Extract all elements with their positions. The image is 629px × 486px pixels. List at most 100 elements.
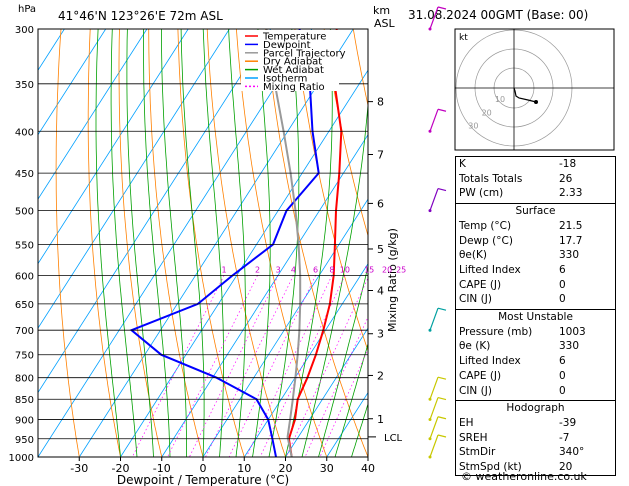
index-row: StmSpd (kt) 20 bbox=[456, 460, 615, 475]
wind-barb-flag bbox=[437, 307, 447, 311]
index-label: CAPE (J) bbox=[459, 369, 502, 382]
isotherm-line bbox=[38, 29, 313, 457]
wet-adiabat-line bbox=[334, 342, 368, 457]
pressure-tick-label: 850 bbox=[15, 395, 34, 406]
dry-adiabat-line bbox=[616, 29, 629, 457]
index-value: 340° bbox=[559, 446, 585, 459]
hodograph-section: Hodograph EH -39 SREH -7 StmDir 340° StmSpd (kt… bbox=[456, 400, 615, 475]
wind-barb-base bbox=[428, 129, 432, 133]
plot-background bbox=[38, 29, 368, 457]
km-tick-label: 1 bbox=[377, 413, 384, 426]
hodograph-ring-label: 20 bbox=[482, 108, 492, 117]
index-value: 0 bbox=[559, 293, 566, 306]
index-label: Totals Totals bbox=[459, 172, 523, 185]
index-label: CIN (J) bbox=[459, 384, 492, 397]
x-tick-label: -30 bbox=[70, 462, 88, 475]
wind-barb-base bbox=[428, 27, 432, 31]
wind-barb-base bbox=[428, 397, 432, 401]
most-unstable-section: Most Unstable Pressure (mb) 1003 θe (K) 330 L… bbox=[456, 309, 615, 398]
wind-barb bbox=[429, 416, 439, 439]
index-label: CIN (J) bbox=[459, 293, 492, 306]
index-row: Dewp (°C) 17.7 bbox=[456, 234, 615, 249]
x-tick-label: 20 bbox=[279, 462, 293, 475]
index-value: 21.5 bbox=[559, 219, 583, 232]
isotherm-line bbox=[38, 29, 189, 265]
dry-adiabat-line bbox=[323, 29, 368, 238]
index-row: Lifted Index 6 bbox=[456, 354, 615, 369]
mixing-ratio-label: 25 bbox=[396, 265, 406, 274]
index-row: StmDir 340° bbox=[456, 445, 615, 460]
pressure-tick-label: 450 bbox=[15, 169, 34, 180]
wind-barb-base bbox=[428, 328, 432, 332]
x-tick-label: 0 bbox=[200, 462, 207, 475]
wind-barb bbox=[429, 377, 439, 400]
pressure-tick-label: 600 bbox=[15, 271, 34, 282]
asl-label: ASL bbox=[374, 17, 396, 30]
km-tick-label: 7 bbox=[377, 148, 384, 161]
x-tick-label: 30 bbox=[320, 462, 334, 475]
index-label: StmSpd (kt) bbox=[459, 461, 522, 474]
mixing-ratio-label: 8 bbox=[329, 265, 334, 274]
legend-entry: Mixing Ratio bbox=[263, 82, 325, 93]
indices-table: K -18 Totals Totals 26 PW (cm) 2.33 Surface Tem… bbox=[455, 156, 616, 476]
mixing-ratio-label: 1 bbox=[222, 265, 227, 274]
wind-barb bbox=[429, 397, 439, 420]
index-row: CAPE (J) 0 bbox=[456, 278, 615, 293]
index-row: EH -39 bbox=[456, 416, 615, 431]
mixing-ratio-label: 3 bbox=[276, 265, 281, 274]
index-value: 26 bbox=[559, 172, 573, 185]
index-row: Pressure (mb) 1003 bbox=[456, 325, 615, 340]
index-value: 330 bbox=[559, 249, 580, 262]
pressure-tick-label: 500 bbox=[15, 207, 34, 218]
index-label: θe (K) bbox=[459, 340, 491, 353]
index-label: Lifted Index bbox=[459, 263, 521, 276]
index-value: 0 bbox=[559, 384, 566, 397]
index-label: StmDir bbox=[459, 446, 496, 459]
index-row: CAPE (J) 0 bbox=[456, 369, 615, 384]
lcl-label: LCL bbox=[384, 433, 403, 444]
wind-barb bbox=[429, 308, 439, 331]
wind-barb-base bbox=[428, 209, 432, 213]
index-row: Temp (°C) 21.5 bbox=[456, 219, 615, 234]
index-value: -18 bbox=[559, 158, 577, 170]
index-row: θe(K) 330 bbox=[456, 248, 615, 263]
x-tick-label: -10 bbox=[153, 462, 171, 475]
index-label: K bbox=[459, 158, 466, 170]
index-value: 0 bbox=[559, 278, 566, 291]
legend-entry: Temperature bbox=[262, 32, 326, 43]
index-value: 6 bbox=[559, 355, 566, 368]
hodograph-ring-label: 10 bbox=[495, 95, 505, 104]
mixing-ratio-label: 6 bbox=[313, 265, 318, 274]
index-row: CIN (J) 0 bbox=[456, 384, 615, 399]
y-axis-label: Mixing Ratio (g/kg) bbox=[386, 228, 399, 332]
isotherm-line bbox=[202, 198, 368, 457]
legend-entry: Parcel Trajectory bbox=[263, 48, 346, 59]
km-tick-label: 5 bbox=[377, 243, 384, 256]
index-label: PW (cm) bbox=[459, 187, 504, 200]
isotherm-line bbox=[38, 29, 272, 394]
index-row: K -18 bbox=[456, 157, 615, 172]
hodograph-unit-label: kt bbox=[459, 33, 468, 43]
index-value: 20 bbox=[559, 461, 573, 474]
index-row: CIN (J) 0 bbox=[456, 292, 615, 307]
isotherm-line bbox=[38, 29, 148, 200]
wind-barb-base bbox=[428, 437, 432, 441]
x-axis-label: Dewpoint / Temperature (°C) bbox=[117, 473, 289, 486]
index-value: 0 bbox=[559, 369, 566, 382]
index-value: -7 bbox=[559, 431, 570, 444]
index-label: Lifted Index bbox=[459, 355, 521, 368]
axis-layer: 3003504004505005506006507007508008509009… bbox=[9, 25, 403, 475]
index-value: 6 bbox=[559, 263, 566, 276]
isotherm-line bbox=[243, 262, 368, 457]
index-row: Totals Totals 26 bbox=[456, 172, 615, 187]
index-value: 1003 bbox=[559, 325, 586, 338]
isotherm-line bbox=[78, 29, 354, 457]
surface-section: Surface Temp (°C) 21.5 Dewp (°C) 17.7 θe(K) 33… bbox=[456, 203, 615, 307]
wind-barb-base bbox=[428, 455, 432, 459]
mixing-ratio-labels: 1 2 3 4 6 8 10 15 20 25 bbox=[222, 265, 407, 274]
mixing-ratio-line bbox=[131, 275, 225, 457]
legend-entry: Wet Adiabat bbox=[263, 65, 324, 76]
wind-barb bbox=[429, 188, 439, 211]
pressure-tick-label: 300 bbox=[15, 25, 34, 36]
